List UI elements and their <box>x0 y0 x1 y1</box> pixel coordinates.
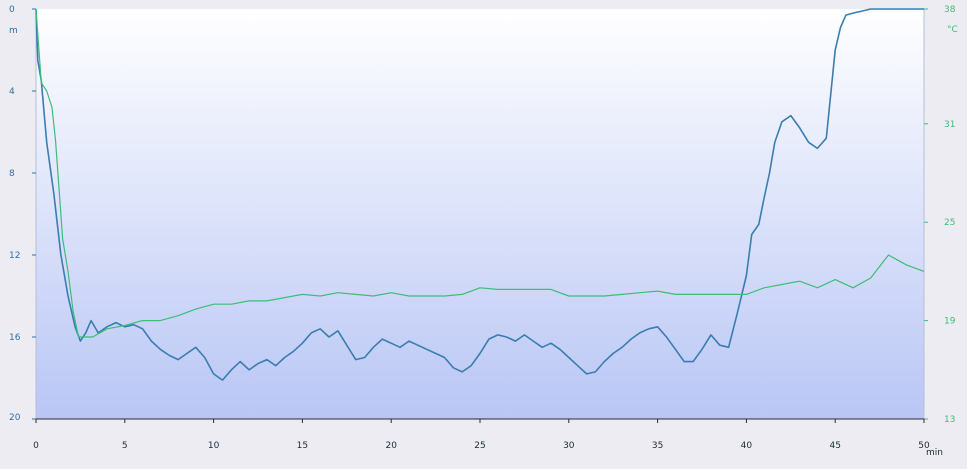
x-tick-label: 40 <box>741 441 753 451</box>
x-tick-label: 30 <box>563 441 575 451</box>
x-tick-label: 15 <box>297 441 308 451</box>
x-tick-label: 5 <box>122 441 128 451</box>
left-tick-label: 12 <box>9 251 20 261</box>
left-tick-label: 0 <box>9 5 15 15</box>
x-tick-label: 35 <box>652 441 663 451</box>
depth-series-line <box>35 8 924 381</box>
right-axis-unit: °C <box>947 25 958 35</box>
right-tick-label: 19 <box>944 317 956 327</box>
x-tick-label: 0 <box>33 441 39 451</box>
left-tick-label: 16 <box>9 333 21 343</box>
x-tick-label: 20 <box>385 441 397 451</box>
right-tick-label: 38 <box>944 5 956 15</box>
right-tick-label: 13 <box>944 415 955 425</box>
left-tick-label: 8 <box>9 169 15 179</box>
plot-area <box>36 9 924 419</box>
x-tick-label: 45 <box>829 441 840 451</box>
series-layer <box>35 8 925 381</box>
x-axis-label: min <box>926 448 943 458</box>
right-tick-label: 31 <box>944 120 955 130</box>
x-tick-label: 50 <box>918 441 930 451</box>
left-axis-ticks: 0 4 8 12 16 20 <box>9 5 36 423</box>
right-axis-ticks: 13 19 25 31 38 <box>924 5 956 425</box>
left-tick-label: 4 <box>9 87 15 97</box>
x-axis-ticks: 0 5 10 15 20 25 30 35 40 45 50 <box>33 419 930 451</box>
x-tick-label: 10 <box>208 441 220 451</box>
temperature-series-line <box>35 8 925 338</box>
right-tick-label: 25 <box>944 218 955 228</box>
left-tick-label: 20 <box>9 413 21 423</box>
x-tick-label: 25 <box>474 441 485 451</box>
left-axis-unit: m <box>9 26 18 36</box>
